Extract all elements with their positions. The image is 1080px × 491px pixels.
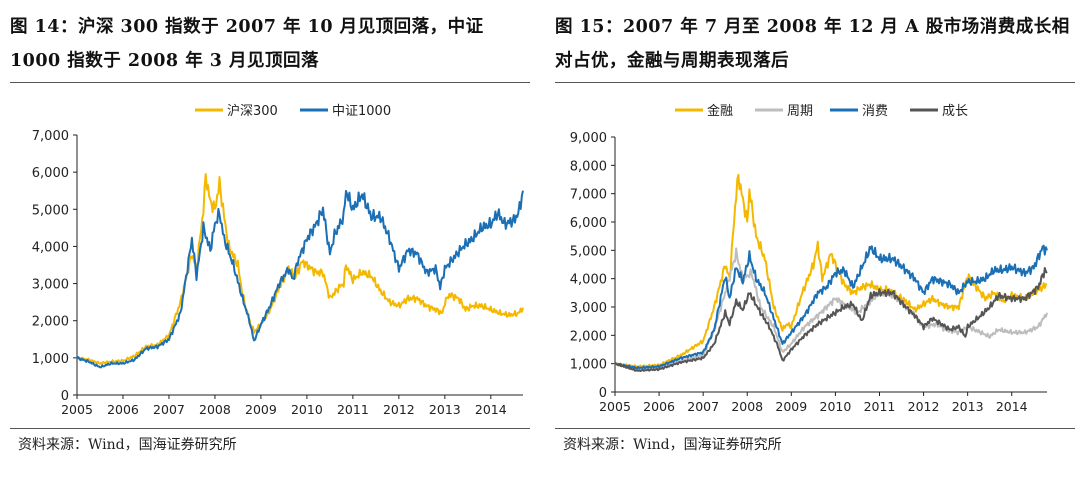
y-tick-label: 4,000	[570, 273, 607, 288]
x-tick-label: 2006	[107, 402, 139, 417]
y-tick-label: 7,000	[570, 188, 607, 203]
y-tick-label: 5,000	[32, 203, 69, 218]
y-tick-label: 6,000	[32, 166, 69, 181]
divider	[10, 82, 530, 83]
y-tick-label: 7,000	[32, 129, 69, 144]
x-tick-label: 2007	[153, 402, 185, 417]
x-tick-label: 2010	[291, 402, 323, 417]
y-tick-label: 8,000	[570, 159, 607, 174]
divider	[555, 82, 1075, 83]
series-line-中证1000	[76, 189, 524, 369]
x-tick-label: 2013	[952, 399, 984, 414]
x-tick-label: 2005	[599, 399, 631, 414]
y-tick-label: 3,000	[32, 278, 69, 293]
source-note: 资料来源：Wind，国海证券研究所	[18, 437, 237, 453]
y-tick-label: 6,000	[570, 216, 607, 231]
line-chart-sectors: 0 1,000 2,000 3,000 4,000 5,000 6,000 7,000 8,00…	[570, 103, 1048, 414]
y-tick-label: 3,000	[570, 301, 607, 316]
figure-14: 图 14：沪深 300 指数于 2007 年 10 月见顶回落，中证 1000 …	[10, 0, 540, 491]
legend-label: 成长	[942, 104, 968, 119]
x-tick-label: 2011	[864, 399, 896, 414]
y-tick-label: 0	[61, 389, 69, 404]
figure-15: 图 15：2007 年 7 月至 2008 年 12 月 A 股市场消费成长相对…	[555, 0, 1080, 491]
legend-label: 金融	[707, 103, 733, 119]
divider	[555, 428, 1075, 429]
x-tick-label: 2008	[731, 399, 763, 414]
x-tick-label: 2011	[337, 402, 369, 417]
y-tick-label: 2,000	[32, 315, 69, 330]
x-tick-label: 2005	[61, 402, 93, 417]
y-tick-label: 2,000	[570, 329, 607, 344]
series-line-成长	[615, 267, 1048, 372]
figure-title: 图 15：2007 年 7 月至 2008 年 12 月 A 股市场消费成长相对…	[555, 17, 1070, 71]
x-tick-label: 2010	[820, 399, 852, 414]
legend-label: 沪深300	[227, 103, 278, 119]
y-tick-label: 1,000	[570, 358, 607, 373]
series-line-周期	[614, 247, 1048, 371]
legend-label: 中证1000	[332, 104, 391, 119]
x-tick-label: 2009	[775, 399, 807, 414]
x-tick-label: 2014	[996, 399, 1028, 414]
y-tick-label: 1,000	[32, 352, 69, 367]
source-note: 资料来源：Wind，国海证券研究所	[563, 437, 782, 453]
figure-title: 图 14：沪深 300 指数于 2007 年 10 月见顶回落，中证 1000 …	[10, 17, 484, 71]
x-tick-label: 2012	[383, 402, 415, 417]
x-tick-label: 2008	[199, 402, 231, 417]
legend-label: 周期	[787, 104, 813, 119]
x-tick-label: 2007	[687, 399, 719, 414]
x-tick-label: 2014	[475, 402, 507, 417]
legend-label: 消费	[862, 104, 888, 119]
y-tick-label: 5,000	[570, 244, 607, 259]
x-tick-label: 2012	[908, 399, 940, 414]
x-tick-label: 2013	[429, 402, 461, 417]
line-chart-hs300-csi1000: 0 1,000 2,000 3,000 4,000 5,000 6,000 7,000 2005…	[32, 103, 524, 417]
y-tick-label: 4,000	[32, 240, 69, 255]
series-line-金融	[614, 173, 1047, 368]
series-line-沪深300	[76, 173, 524, 365]
x-tick-label: 2009	[245, 402, 277, 417]
divider	[10, 428, 530, 429]
x-tick-label: 2006	[643, 399, 675, 414]
series-line-消费	[614, 244, 1048, 370]
y-tick-label: 9,000	[570, 131, 607, 146]
y-tick-label: 0	[599, 386, 607, 401]
